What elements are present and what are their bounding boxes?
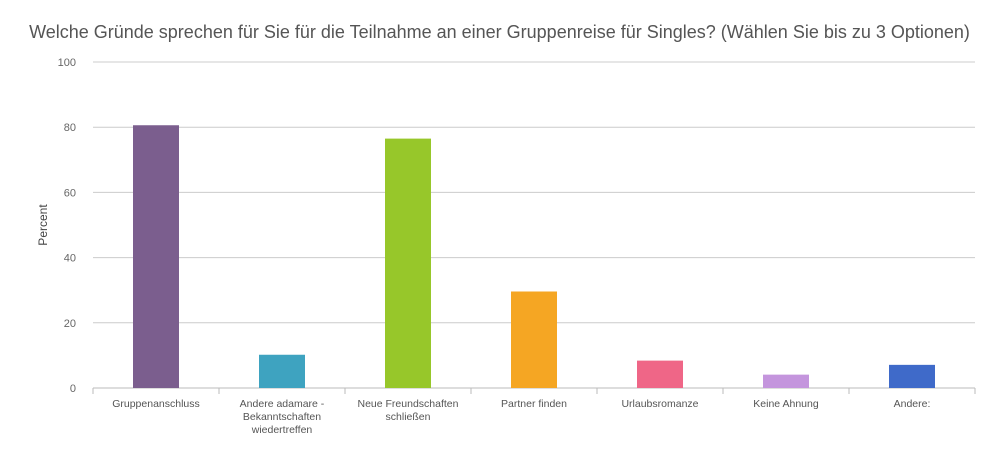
x-category-label: Urlaubsromanze xyxy=(621,398,698,410)
chart-title: Welche Gründe sprechen für Sie für die T… xyxy=(29,22,970,42)
y-tick-label: 100 xyxy=(58,57,76,69)
bar-5 xyxy=(763,374,809,388)
bar-2 xyxy=(385,138,431,388)
x-category-label: Andere adamare -Bekanntschaften wiedertre… xyxy=(240,398,325,436)
bar-0 xyxy=(133,125,179,388)
bar-4 xyxy=(637,360,683,388)
x-category-label: Andere: xyxy=(894,398,931,410)
y-tick-label: 0 xyxy=(70,383,76,395)
x-category-label: Neue Freundschaften schließen xyxy=(358,398,459,423)
x-category-label: Gruppenanschluss xyxy=(112,398,200,410)
bar-6 xyxy=(889,364,935,388)
bar-1 xyxy=(259,354,305,388)
x-category-label: Keine Ahnung xyxy=(753,398,819,410)
y-tick-label: 80 xyxy=(64,122,76,134)
y-axis-title: Percent xyxy=(36,204,50,246)
y-tick-label: 40 xyxy=(64,253,76,265)
x-category-label: Partner finden xyxy=(501,398,567,410)
y-tick-label: 20 xyxy=(64,318,76,330)
y-tick-label: 60 xyxy=(64,187,76,199)
bar-3 xyxy=(511,291,557,388)
